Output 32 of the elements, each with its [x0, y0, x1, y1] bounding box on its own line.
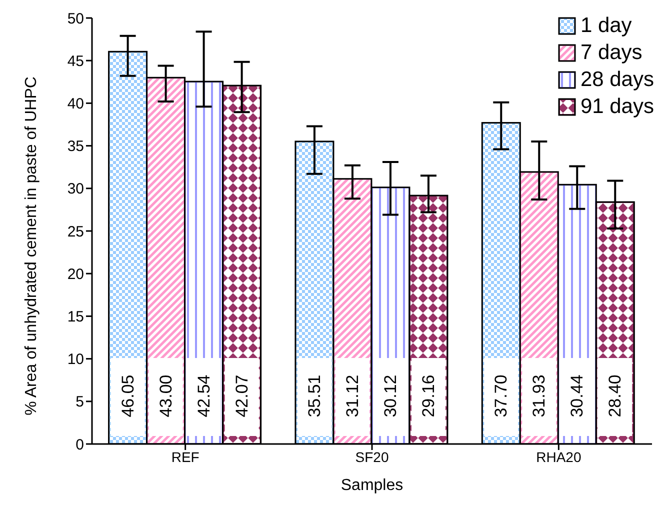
y-tick-label: 5 [76, 394, 84, 411]
y-tick-label: 25 [67, 223, 84, 240]
data-label: 46.05 [118, 374, 138, 418]
data-label: 37.70 [492, 374, 511, 418]
y-tick-label: 0 [76, 436, 84, 454]
x-axis-title: Samples [340, 477, 404, 494]
legend-label: 91 days [580, 94, 654, 120]
y-tick-label: 15 [67, 308, 84, 326]
data-label: 29.16 [418, 374, 438, 418]
y-tick-label: 20 [67, 266, 84, 283]
y-tick-label: 45 [67, 52, 84, 70]
data-label: 42.07 [232, 374, 252, 418]
legend-label: 1 day [580, 13, 632, 39]
data-label: 30.44 [568, 374, 587, 418]
y-tick-label: 30 [67, 180, 84, 198]
x-tick-label: RHA20 [536, 448, 582, 465]
data-label: 31.93 [530, 374, 549, 418]
y-axis-title: % Area of unhydrated cement in paste of UHPC [23, 76, 40, 416]
x-tick-label: REF [171, 448, 200, 465]
data-label: 35.51 [304, 374, 324, 418]
data-label: 30.12 [380, 374, 400, 418]
data-label: 31.12 [342, 374, 362, 418]
legend-label: 28 days [580, 67, 654, 93]
y-tick-label: 40 [67, 96, 84, 113]
y-tick-label: 35 [67, 138, 84, 156]
x-tick-label: SF20 [355, 448, 389, 465]
data-label: 42.54 [194, 374, 214, 418]
y-tick-label: 50 [67, 10, 84, 28]
data-label: 28.40 [606, 374, 625, 418]
data-label: 43.00 [156, 374, 176, 418]
y-tick-label: 10 [67, 351, 84, 368]
legend-label: 7 days [580, 40, 642, 66]
